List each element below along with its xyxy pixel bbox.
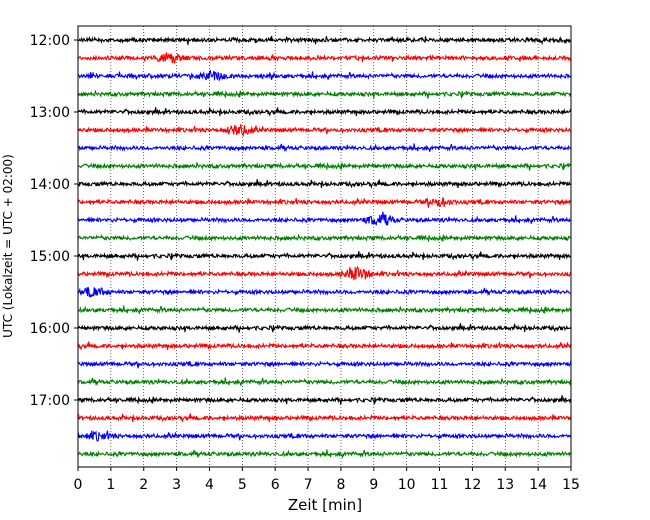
x-tick-label: 8: [336, 477, 345, 493]
axis-ticks: 0 1 2 3 4 5 6 7 8 9 10 11 12 13 14 1512:0013:0014:0015:…: [30, 33, 580, 493]
seismic-trace: [77, 341, 572, 351]
seismic-trace: [77, 265, 572, 281]
x-tick-label: 15: [562, 477, 580, 493]
x-tick-label: 9: [369, 477, 378, 493]
seismic-trace: [77, 211, 572, 226]
seismic-trace: [77, 35, 572, 46]
y-tick-label: 16:00: [30, 321, 70, 337]
y-tick-label: 14:00: [30, 177, 70, 193]
seismic-trace: [77, 360, 572, 369]
y-axis-title: UTC (Lokalzeit = UTC + 02:00): [1, 154, 15, 338]
seismic-trace: [77, 161, 572, 171]
seismic-trace: [77, 143, 572, 153]
x-tick-label: 0: [74, 477, 83, 493]
seismic-trace: [77, 287, 572, 299]
seismic-trace: [77, 449, 572, 459]
trace-layer: [77, 35, 572, 459]
seismic-trace: [77, 323, 572, 333]
seismic-trace: [77, 89, 572, 99]
seismic-trace: [77, 197, 572, 208]
seismic-trace: [77, 395, 572, 405]
seismic-trace: [77, 107, 572, 117]
plot-frame: [77, 25, 572, 468]
x-tick-label: 11: [431, 477, 449, 493]
seismic-trace: [77, 377, 572, 387]
x-tick-label: 13: [496, 477, 514, 493]
seismic-trace: [78, 123, 572, 138]
y-tick-label: 13:00: [30, 105, 70, 121]
x-tick-label: 6: [271, 477, 280, 493]
x-tick-label: 5: [238, 477, 247, 493]
seismic-trace: [77, 233, 572, 243]
seismic-trace: [77, 251, 572, 261]
y-tick-label: 15:00: [30, 249, 70, 265]
x-tick-label: 12: [463, 477, 481, 493]
x-tick-label: 10: [398, 477, 416, 493]
y-tick-label: 17:00: [30, 393, 70, 409]
seismic-trace: [77, 413, 572, 423]
seismic-trace: [77, 51, 572, 64]
seismic-trace: [77, 179, 572, 189]
x-tick-label: 3: [172, 477, 181, 493]
x-tick-label: 14: [529, 477, 547, 493]
seismic-trace: [77, 305, 572, 315]
x-tick-label: 2: [139, 477, 148, 493]
y-tick-label: 12:00: [30, 33, 70, 49]
x-tick-label: 1: [106, 477, 115, 493]
seismic-trace: [77, 69, 572, 82]
seismic-trace: [77, 430, 572, 442]
x-tick-label: 4: [205, 477, 214, 493]
x-axis-title: Zeit [min]: [288, 496, 362, 514]
x-tick-label: 7: [304, 477, 313, 493]
